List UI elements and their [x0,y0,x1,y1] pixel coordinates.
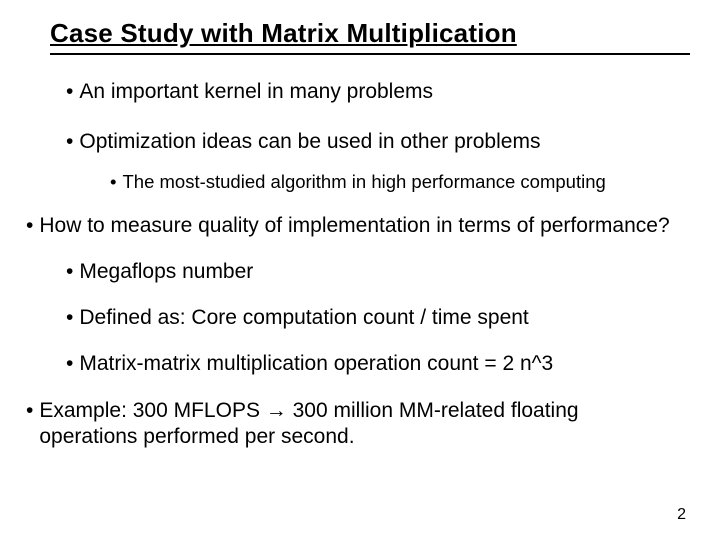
bullet-dot-icon: • [66,259,73,285]
slide: Case Study with Matrix Multiplication • … [0,0,720,540]
bullet-level-1: • Megaflops number [66,259,720,285]
bullet-text: Optimization ideas can be used in other … [79,129,540,155]
bullet-level-1: • An important kernel in many problems [66,79,720,105]
bullet-text: An important kernel in many problems [79,79,433,105]
bullet-dot-icon: • [66,79,73,105]
bullet-level-1: • Matrix-matrix multiplication operation… [66,351,720,377]
bullet-dot-icon: • [110,170,116,193]
bullet-dot-icon: • [26,213,33,239]
bullet-level-0: • Example: 300 MFLOPS → 300 million MM-r… [26,398,720,451]
bullet-dot-icon: • [26,398,33,451]
bullet-level-1: • Defined as: Core computation count / t… [66,305,720,331]
bullet-dot-icon: • [66,305,73,331]
title-underline-rule: Case Study with Matrix Multiplication [50,18,690,55]
bullet-list: • An important kernel in many problems •… [0,79,720,450]
bullet-text: How to measure quality of implementation… [39,213,669,239]
slide-title: Case Study with Matrix Multiplication [50,18,690,49]
bullet-text: The most-studied algorithm in high perfo… [122,170,605,193]
bullet-text: Megaflops number [79,259,253,285]
bullet-level-2: • The most-studied algorithm in high per… [110,170,720,193]
bullet-level-1: • Optimization ideas can be used in othe… [66,129,720,155]
page-number: 2 [677,506,686,524]
bullet-level-0: • How to measure quality of implementati… [26,213,720,239]
bullet-text: Matrix-matrix multiplication operation c… [79,351,553,377]
bullet-dot-icon: • [66,129,73,155]
bullet-text: Defined as: Core computation count / tim… [79,305,528,331]
bullet-dot-icon: • [66,351,73,377]
bullet-text: Example: 300 MFLOPS → 300 million MM-rel… [39,398,679,451]
